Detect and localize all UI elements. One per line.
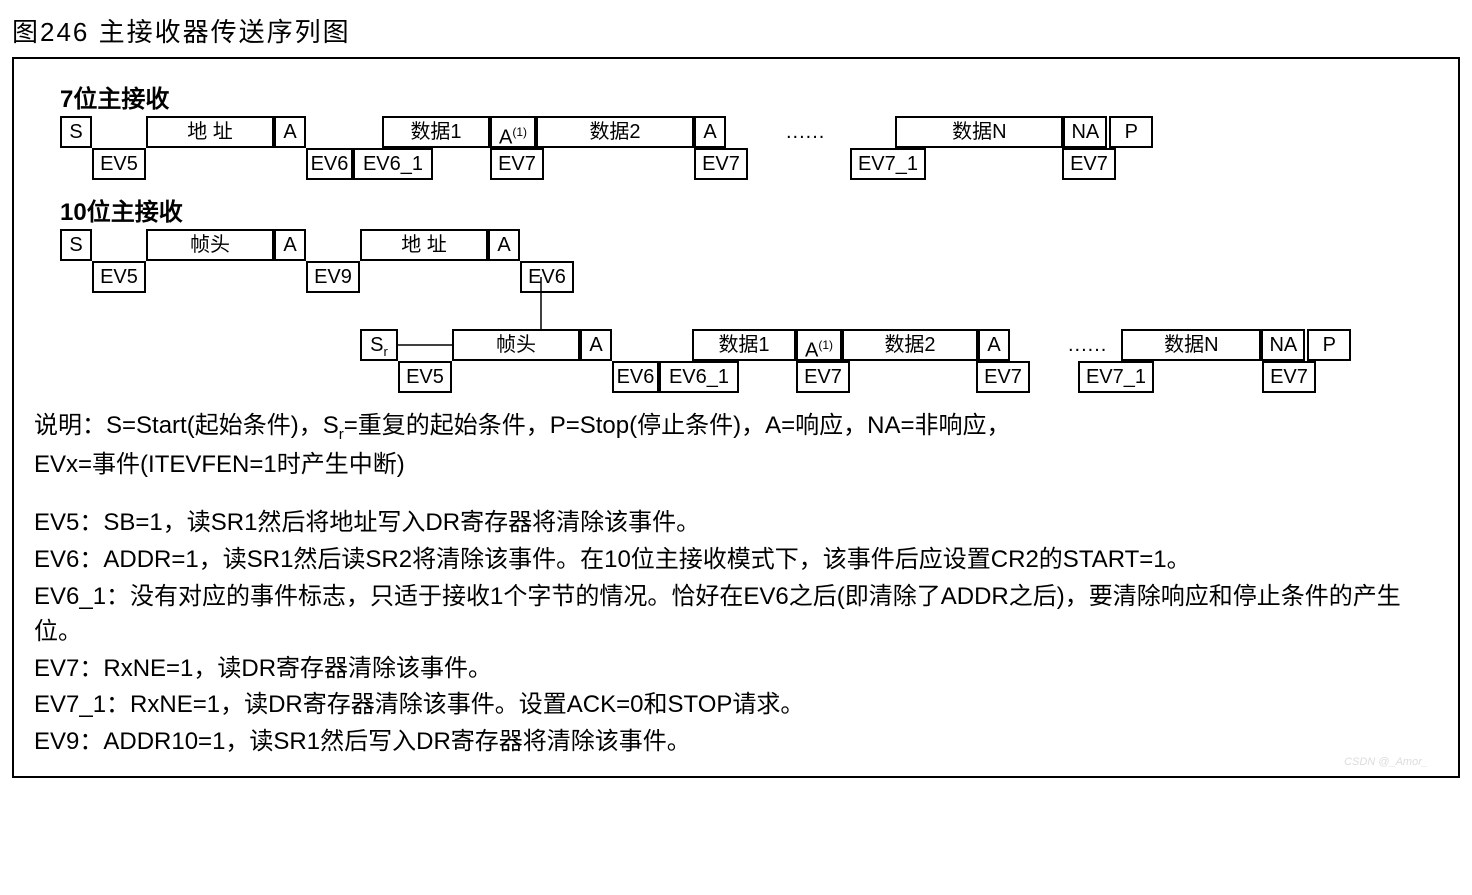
seq10a-top-cell-3: A [274, 229, 306, 261]
desc-ev7: EV7：RxNE=1，读DR寄存器清除该事件。 [34, 652, 1438, 687]
seq7-bot-cell-11: EV7_1 [850, 148, 926, 180]
seq7-bot-cell-9: EV7 [694, 148, 748, 180]
seq10b-top-dots-10: ...... [1062, 329, 1113, 361]
seq7-top-gap-11 [831, 116, 895, 148]
seq7-bot-gap-6 [433, 148, 490, 180]
figure-title: 图246 主接收器传送序列图 [12, 12, 1460, 49]
seq10-title: 10位主接收 [60, 192, 1438, 227]
seq10b-bot-cell-11: EV7_1 [1078, 361, 1154, 393]
seq10b-bot-cell-9: EV7 [976, 361, 1030, 393]
seq10b-top-gap-9 [1010, 329, 1062, 361]
seq7-bot-cell-7: EV7 [490, 148, 544, 180]
seq7-top-cell-13: NA [1063, 116, 1107, 148]
seq10a-top-gap-1 [92, 229, 146, 261]
seq10b-top-gap-11 [1113, 329, 1121, 361]
description-block: 说明：S=Start(起始条件)，Sr=重复的起始条件，P=Stop(停止条件)… [34, 409, 1438, 760]
seq7-bot-gap-3 [274, 148, 306, 180]
seq10b-top-cell-12: 数据N [1121, 329, 1261, 361]
desc-ev5: EV5：SB=1，读SR1然后将地址写入DR寄存器将清除该事件。 [34, 506, 1438, 541]
seq10b-top-gap-4 [612, 329, 692, 361]
watermark: CSDN @_Amor_ [1344, 756, 1428, 768]
desc-ev6-1: EV6_1：没有对应的事件标志，只适于接收1个字节的情况。恰好在EV6之后(即清… [34, 580, 1438, 650]
seq10b-top-cell-13: NA [1261, 329, 1305, 361]
seq7-top-gap-9 [726, 116, 780, 148]
seq10b-bot-gap-3 [580, 361, 612, 393]
seq7-top-cell-6: A(1) [490, 116, 536, 148]
seq10b-bot-cell-5: EV6_1 [659, 361, 739, 393]
seq7-top-gap-1 [92, 116, 146, 148]
seq7-bot-cell-4: EV6 [306, 148, 353, 180]
seq7-bot-gap-0 [60, 148, 92, 180]
seq10b-bot-gap-12 [1154, 361, 1262, 393]
seq10b-bot-cell-13: EV7 [1262, 361, 1316, 393]
seq10b-bot-cell-7: EV7 [796, 361, 850, 393]
seq10b-top-cell-8: A [978, 329, 1010, 361]
seq10b-top-gap-1 [398, 329, 452, 361]
seq7-top-cell-0: S [60, 116, 92, 148]
seq10a-top-gap-4 [306, 229, 360, 261]
seq10b-bot-gap-2 [452, 361, 580, 393]
seq10b-bot-gap-0 [360, 361, 398, 393]
seq10a-top-cell-2: 帧头 [146, 229, 274, 261]
diagram-frame: 7位主接收 S地 址A数据1A(1)数据2A......数据NNAP EV5EV… [12, 57, 1460, 778]
desc-ev9: EV9：ADDR10=1，读SR1然后写入DR寄存器将清除该事件。 [34, 725, 1438, 760]
seq7-top-cell-5: 数据1 [382, 116, 490, 148]
seq7-bot-gap-12 [926, 148, 1062, 180]
seq10a-top-cell-6: A [488, 229, 520, 261]
seq10b-top-cell-0: Sr [360, 329, 398, 361]
seq10b-bot-cell-4: EV6 [612, 361, 659, 393]
seq7-top-dots-10: ...... [780, 116, 831, 148]
seq10b-top-cell-7: 数据2 [842, 329, 978, 361]
seq10b-bot-gap-10 [1030, 361, 1078, 393]
seq7-bot-cell-5: EV6_1 [353, 148, 433, 180]
seq7-bot-gap-10 [748, 148, 850, 180]
seq10a-top-cell-5: 地 址 [360, 229, 488, 261]
desc-legend-2: EVx=事件(ITEVFEN=1时产生中断) [34, 448, 1438, 483]
seq10b-top-cell-5: 数据1 [692, 329, 796, 361]
seq10b-bot-cell-1: EV5 [398, 361, 452, 393]
seq7-top-cell-8: A [694, 116, 726, 148]
seq10b-bot-gap-6 [739, 361, 796, 393]
seq7-bot-gap-2 [146, 148, 274, 180]
seq7-top-cell-15: P [1109, 116, 1153, 148]
seq7-diagram: S地 址A数据1A(1)数据2A......数据NNAP EV5EV6EV6_1… [34, 116, 1438, 186]
seq10b-bot-gap-8 [850, 361, 976, 393]
seq7-bot-cell-1: EV5 [92, 148, 146, 180]
seq10b-top-cell-15: P [1307, 329, 1351, 361]
seq10b-top-cell-6: A(1) [796, 329, 842, 361]
seq7-title: 7位主接收 [60, 79, 1438, 114]
seq7-top-cell-3: A [274, 116, 306, 148]
seq7-bot-gap-8 [544, 148, 694, 180]
seq7-bot-cell-13: EV7 [1062, 148, 1116, 180]
seq7-top-cell-7: 数据2 [536, 116, 694, 148]
seq7-top-cell-2: 地 址 [146, 116, 274, 148]
seq10b-diagram: Sr帧头A数据1A(1)数据2A......数据NNAP EV5EV6EV6_1… [334, 329, 1438, 399]
seq7-top-cell-12: 数据N [895, 116, 1063, 148]
desc-legend-1: 说明：S=Start(起始条件)，Sr=重复的起始条件，P=Stop(停止条件)… [34, 409, 1438, 446]
seq10b-top-cell-3: A [580, 329, 612, 361]
seq10b-top-cell-2: 帧头 [452, 329, 580, 361]
desc-ev7-1: EV7_1：RxNE=1，读DR寄存器清除该事件。设置ACK=0和STOP请求。 [34, 688, 1438, 723]
desc-ev6: EV6：ADDR=1，读SR1然后读SR2将清除该事件。在10位主接收模式下，该… [34, 543, 1438, 578]
seq10a-top-cell-0: S [60, 229, 92, 261]
seq7-top-gap-4 [306, 116, 382, 148]
